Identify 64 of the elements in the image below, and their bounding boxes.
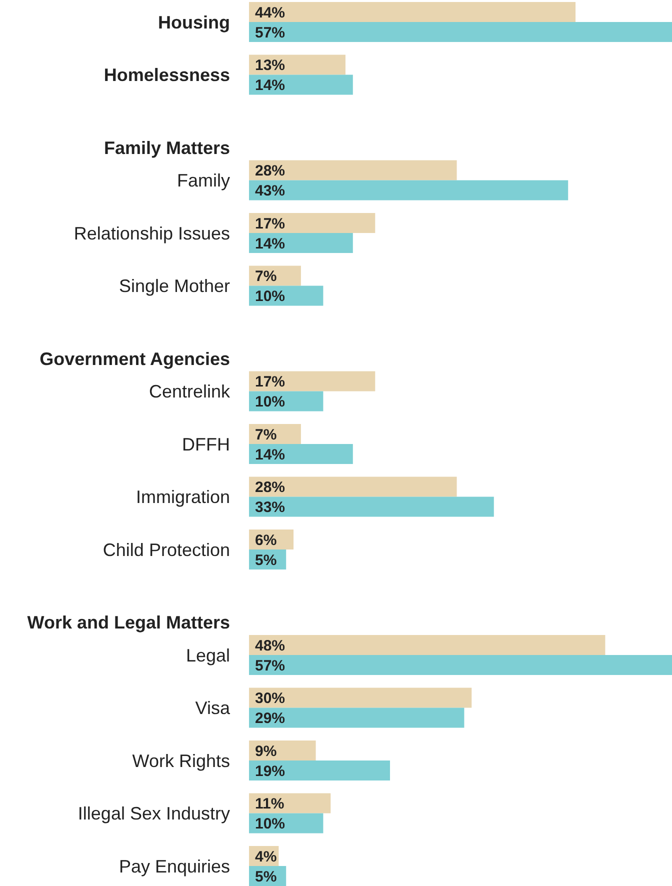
y-tick-label: Family	[177, 170, 230, 191]
data-label: 5%	[255, 552, 277, 569]
bar	[249, 180, 568, 200]
bar	[249, 54, 346, 75]
y-tick-label: Legal	[186, 645, 230, 666]
data-label: 7%	[255, 268, 277, 285]
data-label: 28%	[255, 162, 286, 180]
bar	[249, 74, 353, 95]
y-tick-label: Homelessness	[104, 65, 230, 86]
data-label: 9%	[255, 742, 277, 760]
data-label: 19%	[255, 762, 286, 780]
data-label: 57%	[255, 24, 286, 42]
y-tick-label: Centrelink	[148, 382, 231, 402]
bar	[249, 793, 331, 814]
data-label: 30%	[255, 690, 286, 707]
y-tick-label: Child Protection	[102, 540, 230, 560]
data-label: 43%	[255, 182, 286, 200]
y-tick-label: Family Matters	[104, 138, 230, 158]
data-label: 28%	[255, 479, 286, 496]
data-label: 44%	[255, 4, 286, 22]
bar	[249, 371, 376, 392]
y-tick-label: Immigration	[136, 487, 230, 508]
y-tick-label: Work Rights	[132, 750, 230, 771]
y-tick-label: Relationship Issues	[74, 223, 230, 244]
bar	[249, 213, 376, 233]
y-tick-label: Housing	[158, 12, 230, 32]
bar	[249, 233, 353, 253]
data-label: 17%	[255, 374, 286, 390]
bar	[249, 688, 472, 708]
data-label: 11%	[255, 796, 284, 812]
y-tick-label: Work and Legal Matters	[27, 612, 230, 633]
data-label: 57%	[255, 657, 286, 674]
bar	[249, 708, 464, 728]
data-label: 5%	[255, 868, 277, 886]
bar	[249, 635, 606, 655]
data-label: 6%	[255, 532, 277, 549]
y-tick-label: Illegal Sex Industry	[78, 804, 230, 824]
bar	[249, 22, 672, 42]
bar	[249, 444, 353, 464]
data-label: 10%	[255, 816, 286, 832]
data-label: 7%	[255, 426, 277, 444]
data-label: 14%	[255, 446, 286, 464]
data-label: 14%	[255, 77, 286, 94]
y-tick-label: Pay Enquiries	[118, 856, 230, 876]
data-label: 4%	[255, 848, 277, 866]
data-label: 13%	[255, 57, 286, 74]
data-label: 10%	[255, 394, 286, 410]
y-tick-label: Government Agencies	[40, 348, 230, 369]
y-tick-label: DFFH	[182, 434, 230, 454]
data-label: 29%	[255, 710, 286, 727]
bar	[249, 496, 494, 517]
bar	[249, 2, 576, 22]
data-label: 33%	[255, 499, 286, 516]
bar	[249, 476, 457, 497]
y-tick-label: Single Mother	[118, 276, 230, 296]
bar	[249, 740, 316, 760]
bar	[249, 160, 457, 180]
data-label: 10%	[255, 288, 286, 305]
data-label: 14%	[255, 235, 286, 252]
data-label: 17%	[255, 215, 286, 232]
bar	[249, 655, 672, 675]
bar	[249, 760, 390, 780]
y-tick-label: Visa	[195, 698, 231, 718]
data-label: 48%	[255, 637, 286, 654]
